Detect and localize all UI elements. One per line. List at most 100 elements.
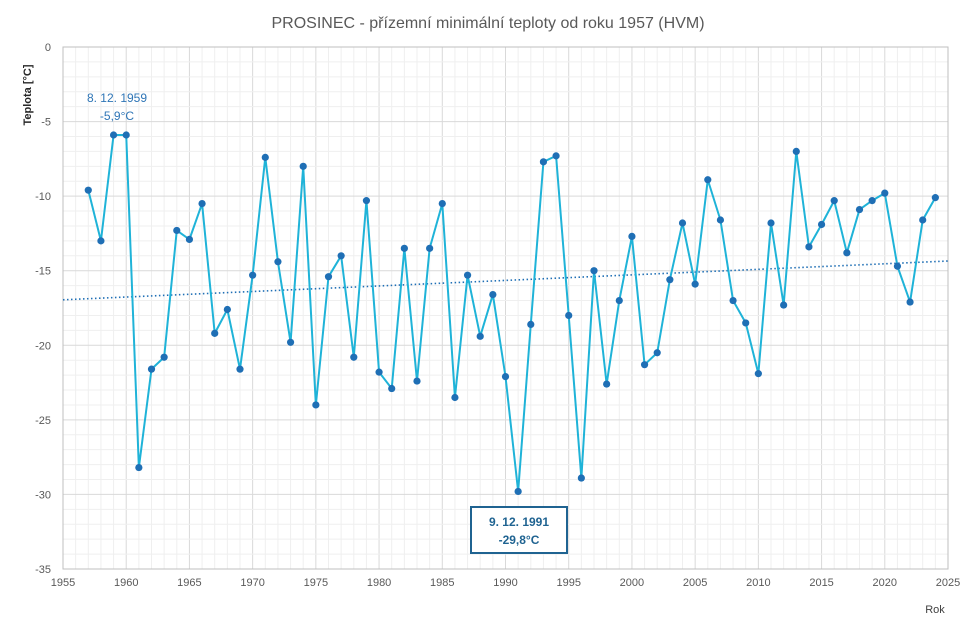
data-point: [501, 373, 510, 381]
data-point: [868, 197, 876, 205]
y-tick-label: -25: [35, 415, 51, 427]
data-point: [337, 252, 345, 260]
y-tick-label: -30: [35, 489, 51, 501]
x-tick-label: 2025: [936, 577, 960, 589]
y-axis-ticks: 0 -5 -10 -15 -20 -25 -30 -35: [35, 42, 51, 576]
annotation-max-value: -5,9°C: [100, 109, 134, 123]
data-point: [919, 216, 927, 224]
data-point: [274, 258, 282, 266]
data-point: [792, 147, 800, 155]
x-tick-label: 2005: [683, 577, 707, 589]
data-point: [489, 290, 497, 299]
y-tick-label: -20: [35, 340, 51, 352]
data-point: [211, 329, 219, 337]
data-point: [375, 368, 383, 376]
data-point: [426, 244, 434, 252]
grid: [62, 46, 949, 570]
data-point: [767, 219, 775, 227]
data-point: [286, 338, 295, 346]
data-point: [249, 271, 257, 279]
data-point: [881, 189, 889, 197]
data-point: [931, 194, 939, 202]
data-point: [350, 353, 358, 361]
data-point: [539, 158, 548, 166]
data-point: [691, 280, 699, 288]
data-point: [198, 200, 206, 208]
x-tick-label: 1980: [367, 577, 391, 589]
data-point: [615, 296, 623, 305]
data-point: [716, 216, 725, 224]
data-point: [577, 474, 585, 482]
data-point: [84, 186, 92, 194]
x-axis-ticks: 1955 1960 1965 1970 1975 1980 1985 1990 1995 2000…: [51, 577, 960, 589]
data-point: [109, 131, 118, 139]
data-point: [640, 361, 649, 369]
data-point: [678, 219, 687, 227]
data-point: [400, 244, 408, 252]
data-points: [84, 131, 939, 496]
x-tick-label: 1955: [51, 577, 75, 589]
data-point: [135, 463, 143, 472]
data-point: [742, 319, 750, 327]
annotation-min-box: [470, 506, 568, 554]
annotation-min-date: 9. 12. 1991: [489, 515, 549, 529]
data-point: [603, 380, 611, 388]
data-point: [97, 237, 105, 245]
annotation-min: 9. 12. 1991 -29,8°C: [470, 506, 568, 554]
chart-title: PROSINEC - přízemní minimální teploty od…: [271, 15, 704, 32]
data-point: [780, 301, 788, 309]
data-point: [185, 235, 194, 243]
x-tick-label: 1985: [430, 577, 454, 589]
data-point: [362, 197, 371, 205]
x-tick-label: 2000: [620, 577, 644, 589]
series-line: [87, 133, 937, 493]
data-point: [830, 197, 838, 205]
data-point: [704, 176, 712, 184]
y-axis-label: Teplota [°C]: [22, 64, 34, 125]
data-point: [906, 298, 914, 306]
data-point: [514, 487, 522, 496]
data-point: [653, 349, 661, 357]
data-point: [160, 353, 168, 361]
plot-area-border: [62, 46, 949, 570]
x-tick-label: 2010: [746, 577, 770, 589]
x-tick-label: 1975: [304, 577, 328, 589]
y-tick-label: -5: [41, 117, 51, 129]
data-point: [805, 243, 813, 251]
data-point: [754, 370, 762, 378]
data-point: [388, 384, 396, 393]
data-point: [590, 267, 598, 275]
data-point: [843, 249, 851, 257]
x-tick-label: 1970: [240, 577, 264, 589]
data-point: [565, 311, 573, 320]
data-point: [261, 153, 269, 161]
data-point: [147, 365, 156, 373]
x-tick-label: 2020: [873, 577, 897, 589]
data-point: [817, 220, 826, 229]
annotation-max: 8. 12. 1959 -5,9°C: [87, 91, 147, 123]
data-point: [451, 393, 459, 402]
data-point: [729, 296, 737, 305]
x-tick-label: 1990: [493, 577, 517, 589]
data-point: [299, 162, 307, 170]
y-tick-label: -15: [35, 266, 51, 278]
data-point: [122, 131, 130, 139]
data-point: [312, 401, 320, 409]
annotation-min-value: -29,8°C: [499, 533, 540, 547]
data-point: [173, 226, 181, 235]
data-point: [463, 271, 472, 279]
y-tick-label: -35: [35, 564, 51, 576]
x-tick-label: 1965: [177, 577, 201, 589]
annotation-max-date: 8. 12. 1959: [87, 91, 147, 105]
x-tick-label: 1995: [556, 577, 580, 589]
x-axis-label: Rok: [925, 604, 945, 616]
data-point: [666, 276, 674, 284]
x-tick-label: 2015: [809, 577, 833, 589]
data-point: [476, 332, 484, 340]
x-tick-label: 1960: [114, 577, 138, 589]
y-tick-label: -10: [35, 191, 51, 203]
data-point: [855, 205, 864, 214]
data-point: [236, 365, 244, 373]
data-point: [552, 152, 560, 160]
